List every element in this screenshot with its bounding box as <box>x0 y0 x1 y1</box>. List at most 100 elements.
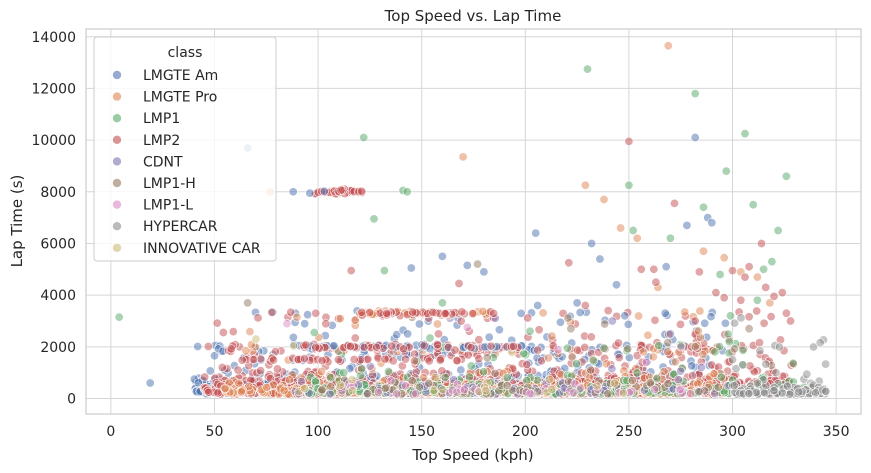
data-point <box>603 389 613 399</box>
data-point <box>429 385 439 395</box>
data-point <box>711 288 721 298</box>
data-point <box>587 239 597 249</box>
y-tick-label: 4000 <box>40 288 76 304</box>
data-point <box>624 136 634 146</box>
data-point <box>650 384 660 394</box>
data-point <box>676 366 686 376</box>
data-point <box>284 375 294 385</box>
data-point <box>299 354 309 364</box>
data-point <box>400 354 410 364</box>
data-point <box>516 308 526 318</box>
data-point <box>543 353 553 363</box>
data-point <box>821 359 831 369</box>
data-point <box>459 385 469 395</box>
chart-title: Top Speed vs. Lap Time <box>384 7 562 25</box>
data-point <box>616 223 626 233</box>
data-point <box>563 313 573 323</box>
data-point <box>212 318 222 328</box>
data-point <box>408 307 418 317</box>
data-point <box>357 307 367 317</box>
data-point <box>286 307 296 317</box>
data-point <box>698 349 708 359</box>
legend-items: LMGTE Am LMGTE Pro LMP1 LMP2 CDNT LMP1-H LMP1-… <box>112 68 261 257</box>
data-point <box>335 380 345 390</box>
data-point <box>821 386 831 396</box>
data-point <box>414 319 424 329</box>
data-point <box>145 378 155 388</box>
data-point <box>777 388 787 398</box>
data-point <box>729 344 739 354</box>
data-point <box>114 312 124 322</box>
data-point <box>335 314 345 324</box>
data-point <box>326 373 336 383</box>
data-point <box>690 342 700 352</box>
data-point <box>466 343 476 353</box>
data-point <box>696 362 706 372</box>
y-tick-label: 0 <box>67 391 76 407</box>
y-axis-label: Lap Time (s) <box>8 175 26 268</box>
data-point <box>710 347 720 357</box>
legend-entry: LMGTE Am <box>143 68 218 84</box>
data-point <box>785 316 795 326</box>
data-point <box>243 298 253 308</box>
data-point <box>474 354 484 364</box>
data-point <box>534 325 544 335</box>
data-point <box>620 311 630 321</box>
data-point <box>339 368 349 378</box>
data-point <box>272 364 282 374</box>
data-point <box>347 375 357 385</box>
data-point <box>419 341 429 351</box>
data-point <box>387 341 397 351</box>
data-point <box>582 64 592 74</box>
data-point <box>317 385 327 395</box>
legend-marker <box>112 221 122 231</box>
data-point <box>694 387 704 397</box>
data-point <box>782 381 792 391</box>
data-point <box>268 355 278 365</box>
data-point <box>350 333 360 343</box>
data-point <box>695 306 705 316</box>
data-point <box>359 342 369 352</box>
data-point <box>256 366 266 376</box>
data-point <box>452 356 462 366</box>
data-point <box>572 298 582 308</box>
data-point <box>785 389 795 399</box>
data-point <box>654 341 664 351</box>
data-point <box>652 373 662 383</box>
data-point <box>336 185 346 195</box>
data-point <box>347 386 357 396</box>
data-point <box>725 311 735 321</box>
data-point <box>326 381 336 391</box>
data-point <box>193 378 203 388</box>
data-point <box>547 331 557 341</box>
data-point <box>359 133 369 143</box>
data-point <box>210 351 220 361</box>
data-point <box>525 326 535 336</box>
data-point <box>744 312 754 322</box>
data-point <box>575 307 585 317</box>
data-point <box>432 319 442 329</box>
data-point <box>428 307 438 317</box>
data-point <box>767 257 777 267</box>
data-point <box>237 355 247 365</box>
data-point <box>777 288 787 298</box>
legend-marker <box>112 243 122 253</box>
x-tick-label: 150 <box>408 424 435 440</box>
data-point <box>810 388 820 398</box>
data-point <box>729 381 739 391</box>
data-point <box>333 355 343 365</box>
data-point <box>438 385 448 395</box>
data-point <box>618 388 628 398</box>
data-point <box>437 251 447 261</box>
data-point <box>349 354 359 364</box>
data-point <box>425 333 435 343</box>
data-point <box>600 319 610 329</box>
data-point <box>663 347 673 357</box>
data-point <box>663 338 673 348</box>
data-point <box>738 345 748 355</box>
data-point <box>303 310 313 320</box>
data-point <box>815 338 825 348</box>
data-point <box>611 280 621 290</box>
data-point <box>233 365 243 375</box>
data-point <box>669 198 679 208</box>
